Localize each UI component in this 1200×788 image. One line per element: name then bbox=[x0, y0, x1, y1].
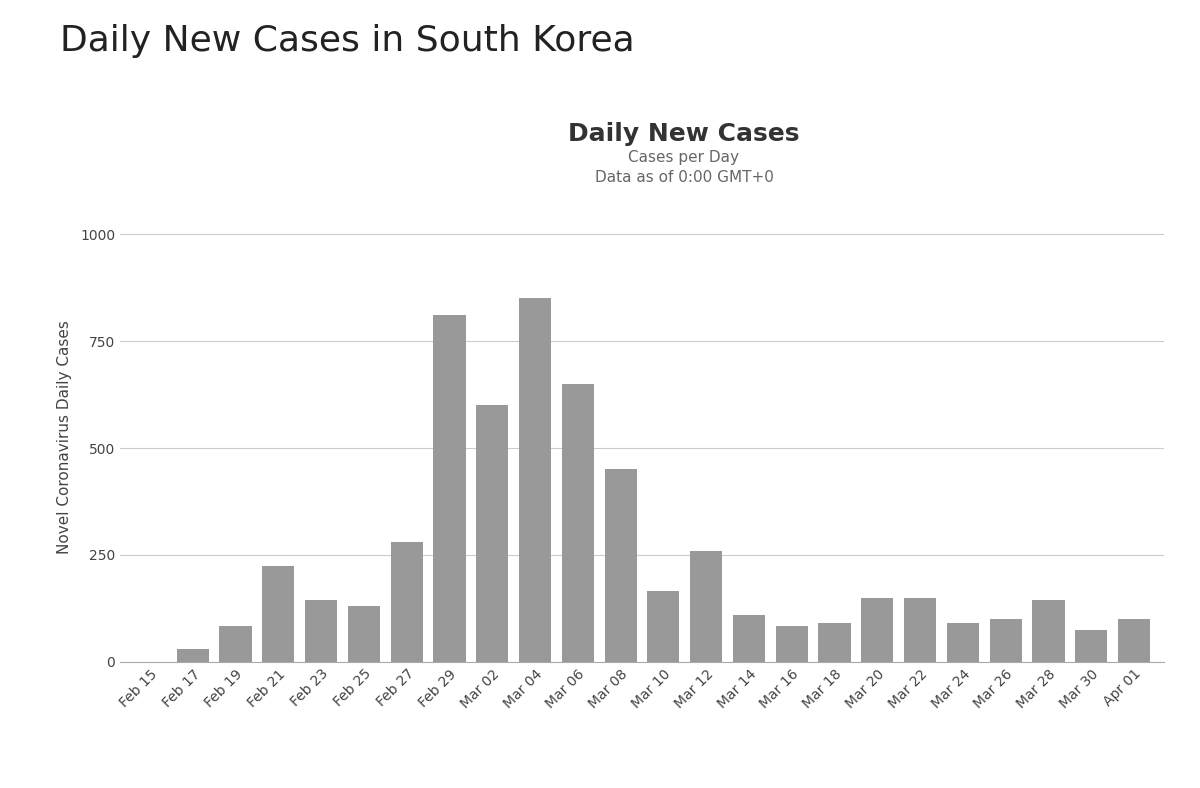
Bar bbox=[862, 598, 893, 662]
Bar bbox=[562, 384, 594, 662]
Bar bbox=[263, 566, 294, 662]
Bar bbox=[476, 405, 509, 662]
Bar bbox=[904, 598, 936, 662]
Y-axis label: Novel Coronavirus Daily Cases: Novel Coronavirus Daily Cases bbox=[56, 321, 72, 554]
Bar bbox=[391, 542, 422, 662]
Bar bbox=[690, 551, 722, 662]
Bar bbox=[176, 649, 209, 662]
Bar bbox=[1075, 630, 1108, 662]
Bar bbox=[433, 315, 466, 662]
Bar bbox=[775, 626, 808, 662]
Text: Daily New Cases: Daily New Cases bbox=[569, 122, 799, 146]
Bar bbox=[305, 600, 337, 662]
Bar bbox=[733, 615, 766, 662]
Bar bbox=[818, 623, 851, 662]
Bar bbox=[647, 591, 679, 662]
Bar bbox=[605, 470, 637, 662]
Bar bbox=[1032, 600, 1064, 662]
Bar bbox=[220, 626, 252, 662]
Text: Cases per Day: Cases per Day bbox=[629, 150, 739, 165]
Bar bbox=[1118, 619, 1150, 662]
Bar bbox=[990, 619, 1021, 662]
Bar bbox=[348, 606, 380, 662]
Bar bbox=[947, 623, 979, 662]
Text: Data as of 0:00 GMT+0: Data as of 0:00 GMT+0 bbox=[594, 169, 774, 185]
Text: Daily New Cases in South Korea: Daily New Cases in South Korea bbox=[60, 24, 635, 58]
Bar bbox=[518, 299, 551, 662]
